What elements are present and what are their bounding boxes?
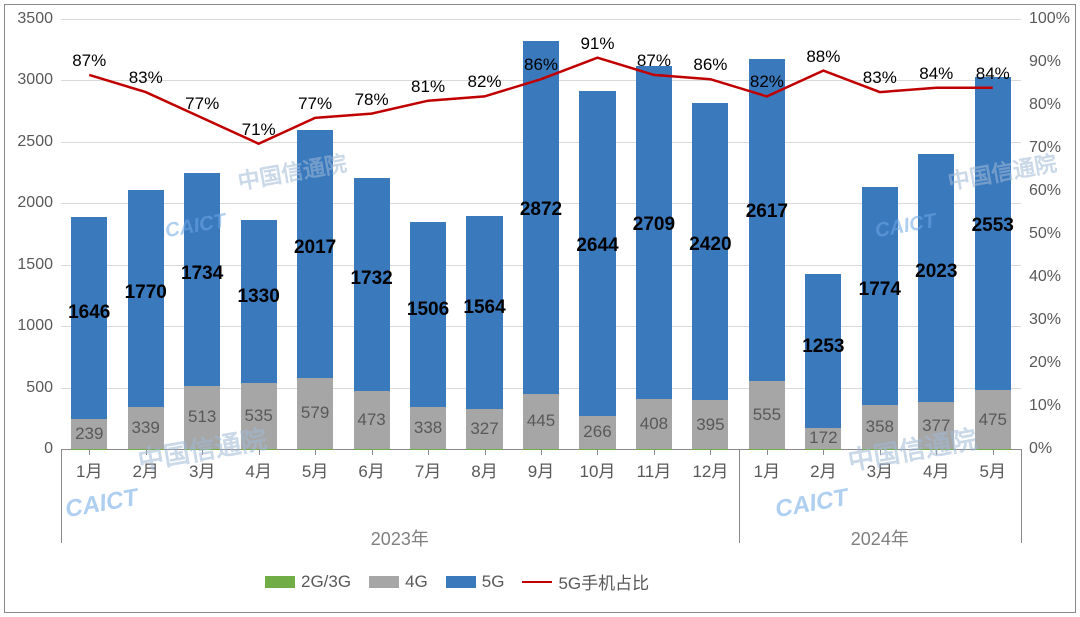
legend-5g-swatch	[446, 576, 476, 588]
x-tick-month: 12月	[684, 457, 736, 482]
y-right-tick: 100%	[1029, 10, 1080, 28]
x-tick-month: 2月	[797, 457, 849, 482]
y-right-tick: 0%	[1029, 440, 1080, 458]
label-pct: 77%	[291, 94, 339, 114]
y-right-tick: 80%	[1029, 96, 1080, 114]
x-year-label: 2023年	[61, 525, 739, 551]
legend-4g-label: 4G	[405, 572, 428, 592]
tick-mark	[993, 449, 994, 455]
y-right-tick: 70%	[1029, 139, 1080, 157]
y-left-tick: 2000	[5, 194, 53, 212]
tick-mark	[541, 449, 542, 455]
tick-mark	[936, 449, 937, 455]
x-tick-month: 2月	[120, 457, 172, 482]
y-right-tick: 20%	[1029, 354, 1080, 372]
legend-line-swatch	[522, 581, 552, 583]
legend-line: 5G手机占比	[522, 569, 649, 594]
y-right-tick: 40%	[1029, 268, 1080, 286]
legend-2g3g-swatch	[265, 576, 295, 588]
label-pct: 78%	[348, 90, 396, 110]
label-pct: 77%	[178, 94, 226, 114]
y-left-tick: 3000	[5, 71, 53, 89]
tick-mark	[880, 449, 881, 455]
label-pct: 87%	[65, 51, 113, 71]
y-right-tick: 60%	[1029, 182, 1080, 200]
y-left-tick: 1500	[5, 256, 53, 274]
label-pct: 88%	[799, 47, 847, 67]
legend-2g3g: 2G/3G	[265, 572, 351, 592]
label-pct: 82%	[461, 72, 509, 92]
y-left-tick: 1000	[5, 317, 53, 335]
legend-5g: 5G	[446, 572, 505, 592]
label-pct: 86%	[517, 55, 565, 75]
label-pct: 83%	[856, 68, 904, 88]
x-tick-month: 1月	[63, 457, 115, 482]
label-pct: 71%	[235, 120, 283, 140]
watermark-en: CAICT	[773, 484, 850, 524]
y-right-tick: 10%	[1029, 397, 1080, 415]
legend-4g-swatch	[369, 576, 399, 588]
x-tick-month: 5月	[967, 457, 1019, 482]
y-right-tick: 50%	[1029, 225, 1080, 243]
legend-5g-label: 5G	[482, 572, 505, 592]
y-left-tick: 500	[5, 379, 53, 397]
y-right-tick: 90%	[1029, 53, 1080, 71]
x-tick-month: 4月	[910, 457, 962, 482]
label-pct: 82%	[743, 72, 791, 92]
x-tick-month: 4月	[233, 457, 285, 482]
x-tick-month: 3月	[176, 457, 228, 482]
x-tick-month: 3月	[854, 457, 906, 482]
axis-side	[1021, 449, 1022, 543]
legend-2g3g-label: 2G/3G	[301, 572, 351, 592]
tick-mark	[823, 449, 824, 455]
label-pct: 81%	[404, 77, 452, 97]
x-tick-month: 6月	[346, 457, 398, 482]
legend-4g: 4G	[369, 572, 428, 592]
x-year-label: 2024年	[739, 525, 1021, 551]
tick-mark	[146, 449, 147, 455]
tick-mark	[372, 449, 373, 455]
x-tick-month: 8月	[459, 457, 511, 482]
y-left-tick: 0	[5, 440, 53, 458]
label-pct: 84%	[969, 64, 1017, 84]
x-tick-month: 5月	[289, 457, 341, 482]
x-tick-month: 10月	[571, 457, 623, 482]
tick-mark	[259, 449, 260, 455]
label-pct: 83%	[122, 68, 170, 88]
tick-mark	[710, 449, 711, 455]
label-pct: 84%	[912, 64, 960, 84]
tick-mark	[89, 449, 90, 455]
tick-mark	[597, 449, 598, 455]
legend: 2G/3G 4G 5G 5G手机占比	[265, 569, 649, 594]
tick-mark	[485, 449, 486, 455]
y-right-tick: 30%	[1029, 311, 1080, 329]
label-pct: 87%	[630, 51, 678, 71]
tick-mark	[202, 449, 203, 455]
label-pct: 91%	[573, 34, 621, 54]
tick-mark	[315, 449, 316, 455]
legend-line-label: 5G手机占比	[558, 569, 649, 594]
x-tick-month: 1月	[741, 457, 793, 482]
tick-mark	[428, 449, 429, 455]
label-pct: 86%	[686, 55, 734, 75]
tick-mark	[767, 449, 768, 455]
tick-mark	[654, 449, 655, 455]
x-tick-month: 7月	[402, 457, 454, 482]
x-tick-month: 9月	[515, 457, 567, 482]
watermark-en: CAICT	[63, 484, 140, 524]
y-left-tick: 2500	[5, 133, 53, 151]
plot-area: 05001000150020002500300035000%10%20%30%4…	[61, 19, 1021, 449]
y-left-tick: 3500	[5, 10, 53, 28]
x-tick-month: 11月	[628, 457, 680, 482]
chart-container: 05001000150020002500300035000%10%20%30%4…	[4, 4, 1076, 613]
